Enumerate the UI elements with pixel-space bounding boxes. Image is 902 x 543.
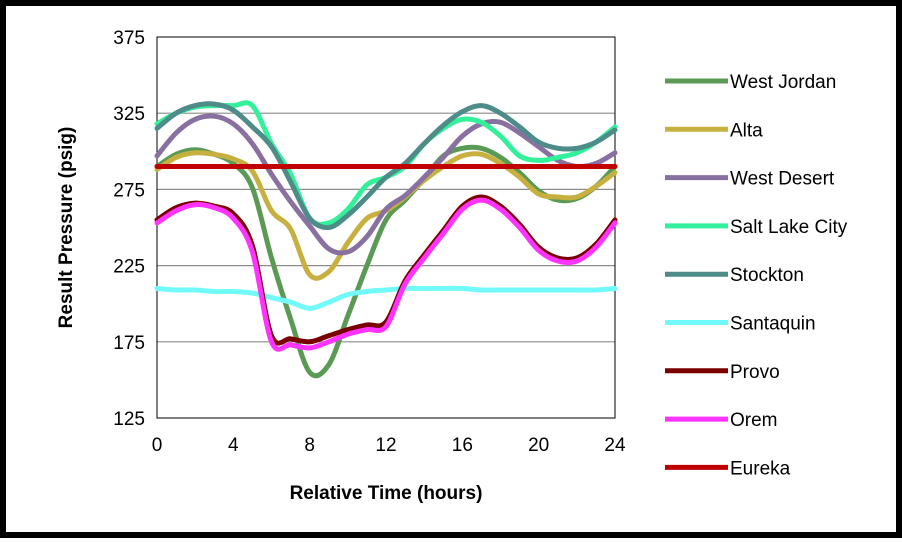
x-axis-ticks: 0 4 8 12 16 20 24 — [152, 435, 626, 456]
legend-label: Provo — [730, 362, 780, 383]
y-tick-label: 125 — [113, 409, 145, 430]
legend-item-west-jordan: West Jordan — [665, 72, 836, 93]
gridlines — [157, 112, 615, 343]
x-tick-label: 8 — [304, 435, 315, 456]
legend-label: Eureka — [730, 458, 791, 479]
series-line-orem — [154, 197, 618, 352]
legend: West Jordan Alta West Desert Salt Lake City… — [665, 72, 848, 479]
legend-label: Salt Lake City — [730, 217, 848, 238]
y-tick-label: 275 — [113, 180, 145, 201]
y-tick-label: 225 — [113, 257, 145, 278]
x-axis-title: Relative Time (hours) — [290, 483, 483, 504]
legend-label: Orem — [730, 410, 778, 431]
legend-item-orem: Orem — [665, 410, 778, 431]
x-tick-label: 16 — [452, 435, 473, 456]
plot-area — [156, 36, 616, 419]
series-line-west-desert — [154, 113, 618, 256]
legend-item-santaquin: Santaquin — [665, 314, 816, 335]
series-line-west-jordan — [154, 144, 618, 379]
y-axis-ticks: 125 175 225 275 325 375 — [113, 28, 145, 430]
legend-item-provo: Provo — [665, 362, 780, 383]
x-tick-label: 20 — [528, 435, 549, 456]
x-tick-label: 0 — [152, 435, 163, 456]
legend-label: Alta — [730, 120, 763, 141]
legend-label: West Desert — [730, 169, 835, 190]
x-tick-label: 24 — [604, 435, 626, 456]
x-tick-label: 4 — [228, 435, 239, 456]
legend-item-eureka: Eureka — [665, 458, 791, 479]
series-lines — [154, 100, 618, 379]
legend-item-stockton: Stockton — [665, 265, 804, 286]
series-line-santaquin — [154, 285, 618, 311]
x-tick-label: 12 — [375, 435, 396, 456]
legend-item-alta: Alta — [665, 120, 763, 141]
series-line-stockton — [154, 101, 618, 231]
legend-label: Stockton — [730, 265, 804, 286]
legend-label: West Jordan — [730, 72, 836, 93]
y-axis-title: Result Pressure (psig) — [56, 127, 77, 329]
legend-label: Santaquin — [730, 314, 816, 335]
y-tick-label: 325 — [113, 104, 145, 125]
y-tick-label: 375 — [113, 28, 145, 49]
legend-item-west-desert: West Desert — [665, 169, 835, 190]
legend-item-salt-lake-city: Salt Lake City — [665, 217, 848, 238]
y-tick-label: 175 — [113, 333, 145, 354]
